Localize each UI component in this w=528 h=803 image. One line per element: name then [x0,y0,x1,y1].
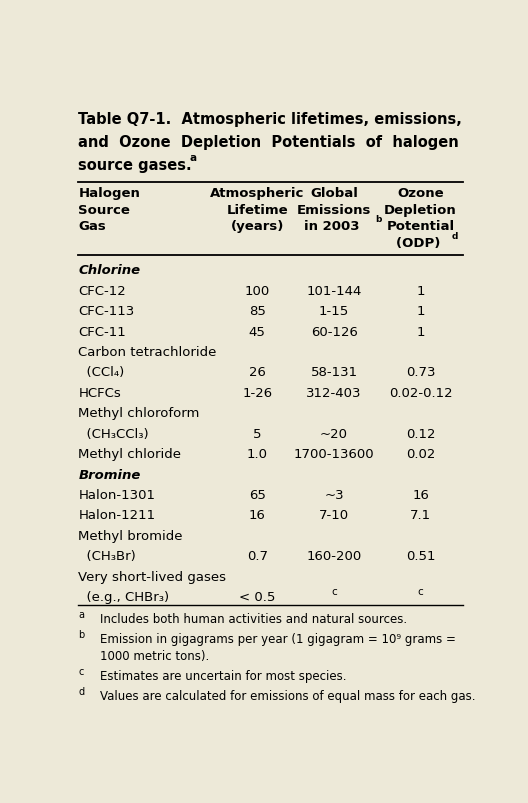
Text: Bromine: Bromine [78,468,140,481]
Text: Ozone: Ozone [397,186,444,200]
Text: Global: Global [310,186,358,200]
Text: 312-403: 312-403 [306,386,362,399]
Text: 101-144: 101-144 [306,284,362,297]
Text: d: d [78,686,84,696]
Text: 1.0: 1.0 [247,447,268,461]
Text: 5: 5 [253,427,261,440]
Text: 0.02: 0.02 [406,447,435,461]
Text: (e.g., CHBr₃): (e.g., CHBr₃) [78,590,169,603]
Text: HCFCs: HCFCs [78,386,121,399]
Text: 60-126: 60-126 [310,325,357,338]
Text: b: b [78,630,84,639]
Text: CFC-11: CFC-11 [78,325,126,338]
Text: d: d [452,232,458,241]
Text: CFC-113: CFC-113 [78,304,135,318]
Text: 1-26: 1-26 [242,386,272,399]
Text: Methyl bromide: Methyl bromide [78,529,183,542]
Text: 65: 65 [249,488,266,501]
Text: b: b [375,215,381,224]
Text: 1000 metric tons).: 1000 metric tons). [100,650,209,662]
Text: Halon-1301: Halon-1301 [78,488,155,501]
Text: 1: 1 [417,284,425,297]
Text: Methyl chloride: Methyl chloride [78,447,181,461]
Text: 16: 16 [412,488,429,501]
Text: (CH₃Br): (CH₃Br) [78,549,136,563]
Text: Halogen: Halogen [78,186,140,200]
Text: 1: 1 [417,325,425,338]
Text: 16: 16 [249,509,266,522]
Text: c: c [331,586,337,596]
Text: 0.12: 0.12 [406,427,436,440]
Text: 1: 1 [417,304,425,318]
Text: Emissions: Emissions [297,203,371,216]
Text: 26: 26 [249,366,266,379]
Text: (years): (years) [230,220,284,233]
Text: c: c [78,666,83,676]
Text: 7.1: 7.1 [410,509,431,522]
Text: < 0.5: < 0.5 [239,590,275,603]
Text: Chlorine: Chlorine [78,264,140,277]
Text: (ODP): (ODP) [396,237,445,250]
Text: 1-15: 1-15 [319,304,349,318]
Text: Table Q7-1.  Atmospheric lifetimes, emissions,: Table Q7-1. Atmospheric lifetimes, emiss… [78,112,462,127]
Text: 0.02-0.12: 0.02-0.12 [389,386,452,399]
Text: a: a [190,153,197,163]
Text: Lifetime: Lifetime [227,203,288,216]
Text: 58-131: 58-131 [310,366,357,379]
Text: 0.7: 0.7 [247,549,268,563]
Text: Halon-1211: Halon-1211 [78,509,155,522]
Text: 0.51: 0.51 [406,549,436,563]
Text: Atmospheric: Atmospheric [210,186,304,200]
Text: Source: Source [78,203,130,216]
Text: (CCl₄): (CCl₄) [78,366,125,379]
Text: 1700-13600: 1700-13600 [294,447,374,461]
Text: Gas: Gas [78,220,106,233]
Text: Methyl chloroform: Methyl chloroform [78,407,200,420]
Text: a: a [78,609,84,619]
Text: 85: 85 [249,304,266,318]
Text: ~3: ~3 [324,488,344,501]
Text: Includes both human activities and natural sources.: Includes both human activities and natur… [100,613,407,626]
Text: CFC-12: CFC-12 [78,284,126,297]
Text: 0.73: 0.73 [406,366,436,379]
Text: and  Ozone  Depletion  Potentials  of  halogen: and Ozone Depletion Potentials of haloge… [78,135,459,149]
Text: source gases.: source gases. [78,157,192,173]
Text: (CH₃CCl₃): (CH₃CCl₃) [78,427,149,440]
Text: Emission in gigagrams per year (1 gigagram = 10⁹ grams =: Emission in gigagrams per year (1 gigagr… [100,632,456,646]
Text: 160-200: 160-200 [306,549,362,563]
Text: ~20: ~20 [320,427,348,440]
Text: Estimates are uncertain for most species.: Estimates are uncertain for most species… [100,670,346,683]
Text: 7-10: 7-10 [319,509,349,522]
Text: Potential: Potential [386,220,455,233]
Text: c: c [418,586,423,596]
Text: 100: 100 [244,284,270,297]
Text: Values are calculated for emissions of equal mass for each gas.: Values are calculated for emissions of e… [100,689,475,702]
Text: Carbon tetrachloride: Carbon tetrachloride [78,345,216,358]
Text: in 2003: in 2003 [304,220,364,233]
Text: Depletion: Depletion [384,203,457,216]
Text: Very short-lived gases: Very short-lived gases [78,570,227,583]
Text: 45: 45 [249,325,266,338]
